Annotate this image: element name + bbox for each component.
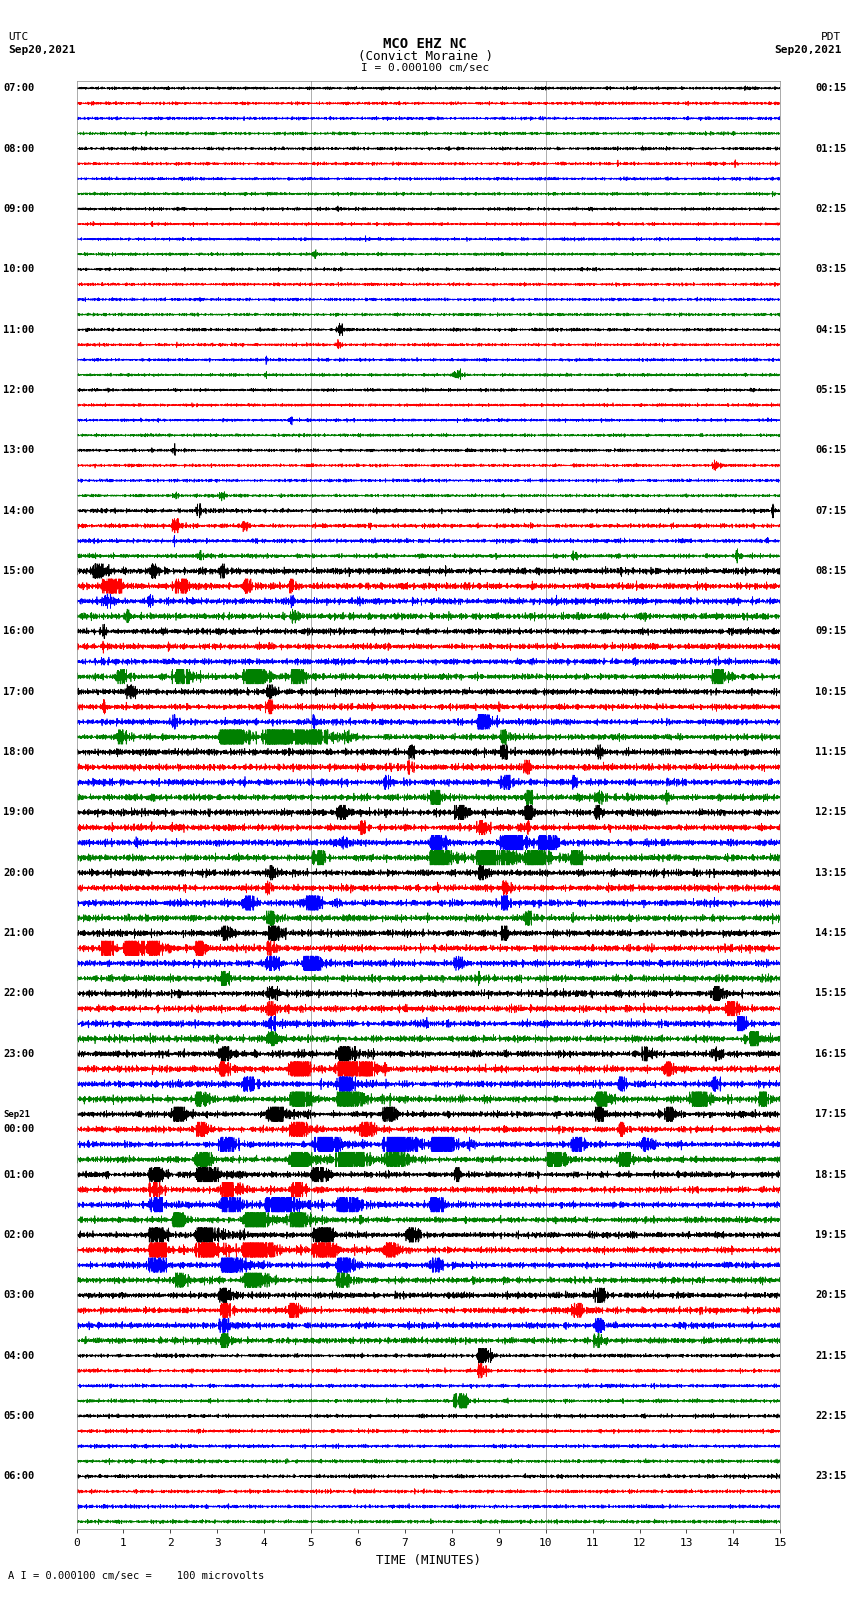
Text: 18:00: 18:00 [3, 747, 35, 756]
Text: 17:15: 17:15 [815, 1110, 847, 1119]
Text: 20:15: 20:15 [815, 1290, 847, 1300]
Text: 16:15: 16:15 [815, 1048, 847, 1058]
Text: 11:15: 11:15 [815, 747, 847, 756]
Text: 08:00: 08:00 [3, 144, 35, 153]
Text: 23:15: 23:15 [815, 1471, 847, 1481]
Text: UTC: UTC [8, 32, 29, 42]
Text: 00:15: 00:15 [815, 84, 847, 94]
Text: 08:15: 08:15 [815, 566, 847, 576]
Text: 21:15: 21:15 [815, 1350, 847, 1361]
Text: 12:15: 12:15 [815, 808, 847, 818]
Text: 04:00: 04:00 [3, 1350, 35, 1361]
Text: 19:00: 19:00 [3, 808, 35, 818]
Text: I = 0.000100 cm/sec: I = 0.000100 cm/sec [361, 63, 489, 73]
Text: 09:00: 09:00 [3, 203, 35, 215]
Text: PDT: PDT [821, 32, 842, 42]
Text: 01:00: 01:00 [3, 1169, 35, 1179]
Text: 05:15: 05:15 [815, 386, 847, 395]
Text: MCO EHZ NC: MCO EHZ NC [383, 37, 467, 52]
Text: 05:00: 05:00 [3, 1411, 35, 1421]
Text: 13:00: 13:00 [3, 445, 35, 455]
Text: 18:15: 18:15 [815, 1169, 847, 1179]
Text: 02:00: 02:00 [3, 1229, 35, 1240]
Text: 06:15: 06:15 [815, 445, 847, 455]
Text: 03:15: 03:15 [815, 265, 847, 274]
Text: 07:00: 07:00 [3, 84, 35, 94]
Text: 03:00: 03:00 [3, 1290, 35, 1300]
Text: 02:15: 02:15 [815, 203, 847, 215]
Text: 06:00: 06:00 [3, 1471, 35, 1481]
Text: 23:00: 23:00 [3, 1048, 35, 1058]
Text: 04:15: 04:15 [815, 324, 847, 334]
Text: 14:15: 14:15 [815, 927, 847, 939]
Text: 13:15: 13:15 [815, 868, 847, 877]
Text: Sep20,2021: Sep20,2021 [774, 45, 842, 55]
Text: 17:00: 17:00 [3, 687, 35, 697]
Text: 20:00: 20:00 [3, 868, 35, 877]
Text: 19:15: 19:15 [815, 1229, 847, 1240]
Text: 15:00: 15:00 [3, 566, 35, 576]
Text: 21:00: 21:00 [3, 927, 35, 939]
X-axis label: TIME (MINUTES): TIME (MINUTES) [376, 1553, 481, 1566]
Text: (Convict Moraine ): (Convict Moraine ) [358, 50, 492, 63]
Text: 11:00: 11:00 [3, 324, 35, 334]
Text: 10:00: 10:00 [3, 265, 35, 274]
Text: A I = 0.000100 cm/sec =    100 microvolts: A I = 0.000100 cm/sec = 100 microvolts [8, 1571, 264, 1581]
Text: 16:00: 16:00 [3, 626, 35, 637]
Text: 14:00: 14:00 [3, 505, 35, 516]
Text: 09:15: 09:15 [815, 626, 847, 637]
Text: 00:00: 00:00 [3, 1124, 35, 1134]
Text: 10:15: 10:15 [815, 687, 847, 697]
Text: 12:00: 12:00 [3, 386, 35, 395]
Text: Sep20,2021: Sep20,2021 [8, 45, 76, 55]
Text: 07:15: 07:15 [815, 505, 847, 516]
Text: 15:15: 15:15 [815, 989, 847, 998]
Text: Sep21: Sep21 [3, 1110, 31, 1119]
Text: 01:15: 01:15 [815, 144, 847, 153]
Text: 22:15: 22:15 [815, 1411, 847, 1421]
Text: 22:00: 22:00 [3, 989, 35, 998]
